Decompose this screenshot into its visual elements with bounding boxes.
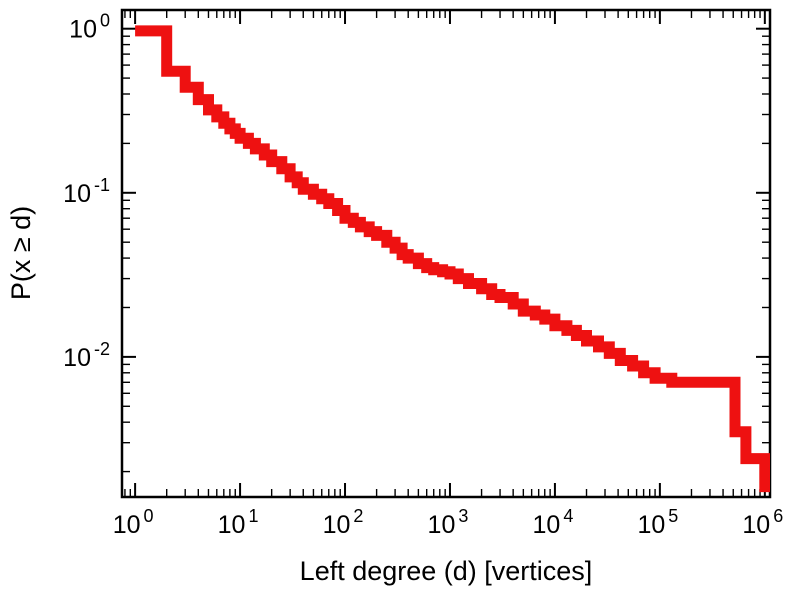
ccdf-step-line <box>135 25 770 493</box>
y-tick-label: 10 0 <box>69 11 110 44</box>
plot-frame <box>120 8 772 499</box>
x-tick-label: 10 0 <box>113 506 154 539</box>
x-tick-label: 10 4 <box>533 506 574 539</box>
y-tick-label: 10 -1 <box>63 175 110 208</box>
y-axis-title: P(x ≥ d) <box>6 206 36 300</box>
x-tick-label: 10 6 <box>742 506 783 539</box>
x-tick-label: 10 3 <box>428 506 469 539</box>
x-tick-label: 10 1 <box>218 506 259 539</box>
x-tick-label: 10 5 <box>637 506 678 539</box>
x-axis-title: Left degree (d) [vertices] <box>300 556 593 586</box>
y-tick-label: 10 -2 <box>63 339 110 372</box>
x-tick-label: 10 2 <box>323 506 364 539</box>
